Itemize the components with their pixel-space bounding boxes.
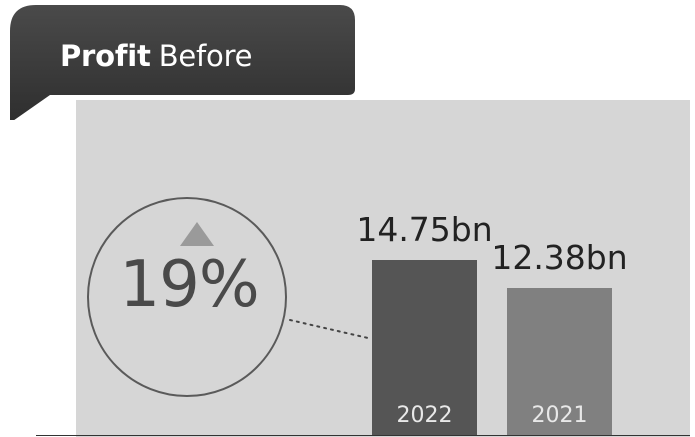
bar-category-label: 2021 — [531, 403, 588, 428]
growth-value: 19% — [119, 248, 259, 322]
bar-2021 — [507, 288, 612, 435]
up-arrow-icon — [180, 222, 214, 246]
chart-baseline — [36, 435, 690, 436]
bar-value-label: 14.75bn — [356, 210, 493, 249]
title-light: Before — [158, 39, 253, 73]
title-bold: Profit — [60, 39, 151, 73]
bar-2022 — [372, 260, 477, 435]
header-tab: Profit Before — [10, 5, 355, 120]
header-tab-shape — [10, 5, 355, 120]
bar-category-label: 2022 — [396, 403, 453, 428]
growth-circle — [87, 197, 287, 397]
bar-value-label: 12.38bn — [491, 238, 628, 277]
page-title: Profit Before — [60, 39, 253, 73]
